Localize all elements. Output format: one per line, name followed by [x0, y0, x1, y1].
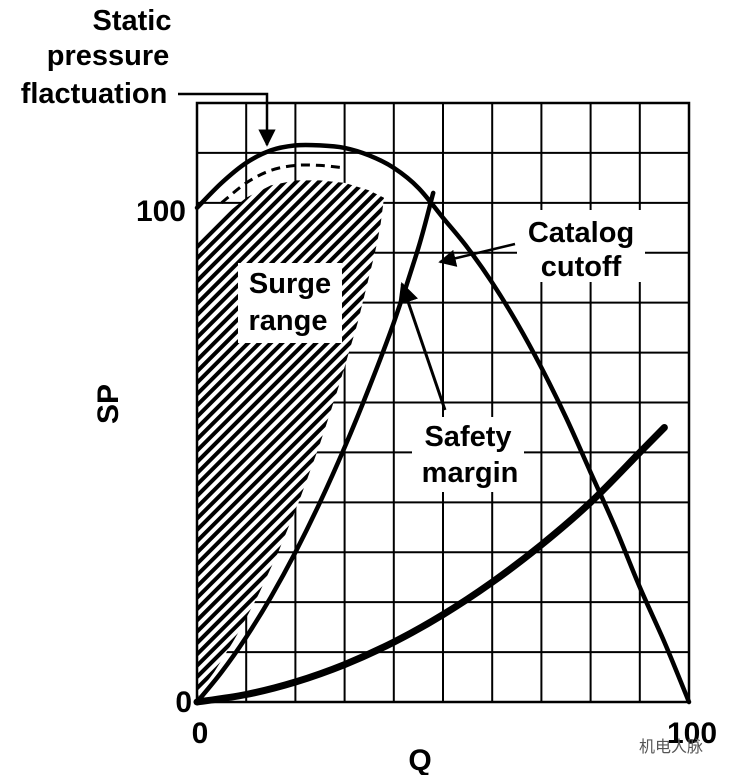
annotation-safety: Safety	[424, 421, 511, 453]
plot-frame	[195, 101, 691, 704]
annotation-surge: Surge	[249, 268, 331, 300]
x-tick-0: 0	[192, 717, 209, 750]
safety-label-bg	[412, 417, 524, 492]
flactuation-arrow	[178, 92, 276, 147]
surge-range-hatch	[197, 180, 384, 702]
annotation-catalog: Catalog	[528, 217, 634, 249]
surge-label-bg	[238, 263, 342, 343]
annotation-pressure: pressure	[47, 40, 170, 72]
y-tick-0: 0	[175, 686, 192, 719]
annotation-flactuation: flactuation	[21, 78, 168, 110]
y-axis-label: SP	[92, 384, 125, 424]
annotation-range: range	[249, 305, 328, 337]
annotation-cutoff: cutoff	[541, 251, 622, 283]
static-pressure-band	[220, 163, 345, 204]
catalog-label-bg	[517, 210, 645, 282]
system-curve	[193, 424, 668, 706]
catalog-cutoff-arrow	[438, 242, 516, 267]
safety-margin-arrow	[398, 282, 447, 411]
fan-sp-curve	[194, 142, 692, 705]
watermark: 机电人脉	[638, 737, 703, 756]
annotation-static: Static	[93, 5, 172, 37]
x-axis-label: Q	[408, 744, 431, 775]
annotation-margin: margin	[422, 457, 519, 489]
x-tick-100: 100	[667, 717, 717, 750]
y-tick-100: 100	[136, 195, 186, 228]
